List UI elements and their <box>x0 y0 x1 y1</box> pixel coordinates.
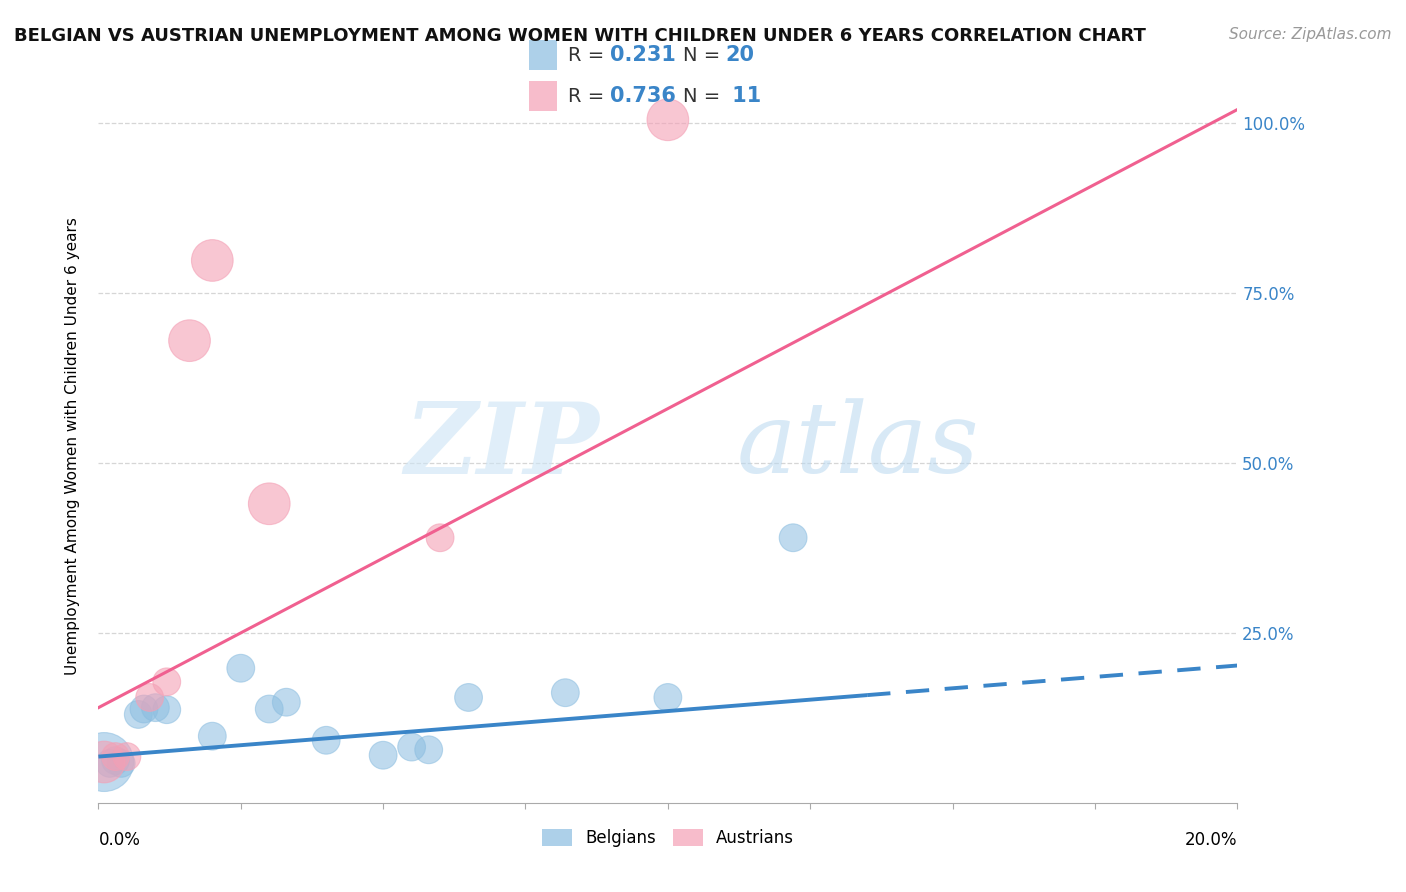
FancyBboxPatch shape <box>529 81 557 112</box>
Point <box>457 690 479 705</box>
Text: 0.0%: 0.0% <box>98 831 141 849</box>
Text: N =: N = <box>683 45 727 65</box>
Point <box>276 695 298 709</box>
Text: R =: R = <box>568 45 610 65</box>
Point <box>401 740 423 755</box>
Point <box>657 690 679 705</box>
Text: 0.736: 0.736 <box>610 87 676 106</box>
Point <box>373 748 395 763</box>
Text: 0.231: 0.231 <box>610 45 676 65</box>
Point <box>98 756 121 771</box>
Point <box>259 497 281 511</box>
Point <box>315 733 337 747</box>
Point <box>229 661 252 675</box>
Point <box>259 702 281 716</box>
Point <box>201 253 224 268</box>
Text: 20: 20 <box>725 45 755 65</box>
Point <box>93 755 115 769</box>
Text: BELGIAN VS AUSTRIAN UNEMPLOYMENT AMONG WOMEN WITH CHILDREN UNDER 6 YEARS CORRELA: BELGIAN VS AUSTRIAN UNEMPLOYMENT AMONG W… <box>14 27 1146 45</box>
Point <box>115 749 138 764</box>
Point <box>554 686 576 700</box>
Point <box>179 334 201 348</box>
Point <box>657 112 679 127</box>
Point <box>782 531 804 545</box>
Point <box>104 749 127 764</box>
Point <box>138 690 160 705</box>
Point <box>93 755 115 769</box>
Point <box>429 531 451 545</box>
Text: atlas: atlas <box>737 399 979 493</box>
Point <box>127 707 149 722</box>
Text: N =: N = <box>683 87 727 106</box>
FancyBboxPatch shape <box>529 40 557 70</box>
Point <box>132 702 155 716</box>
Point <box>110 756 132 771</box>
Text: 20.0%: 20.0% <box>1185 831 1237 849</box>
Legend: Belgians, Austrians: Belgians, Austrians <box>533 821 803 855</box>
Point <box>104 754 127 768</box>
Y-axis label: Unemployment Among Women with Children Under 6 years: Unemployment Among Women with Children U… <box>65 217 80 675</box>
Point <box>201 729 224 743</box>
Point <box>145 700 167 714</box>
Point <box>156 703 179 717</box>
Point <box>418 743 440 757</box>
Text: 11: 11 <box>725 87 762 106</box>
Text: Source: ZipAtlas.com: Source: ZipAtlas.com <box>1229 27 1392 42</box>
Text: ZIP: ZIP <box>405 398 599 494</box>
Point <box>156 674 179 689</box>
Text: R =: R = <box>568 87 610 106</box>
